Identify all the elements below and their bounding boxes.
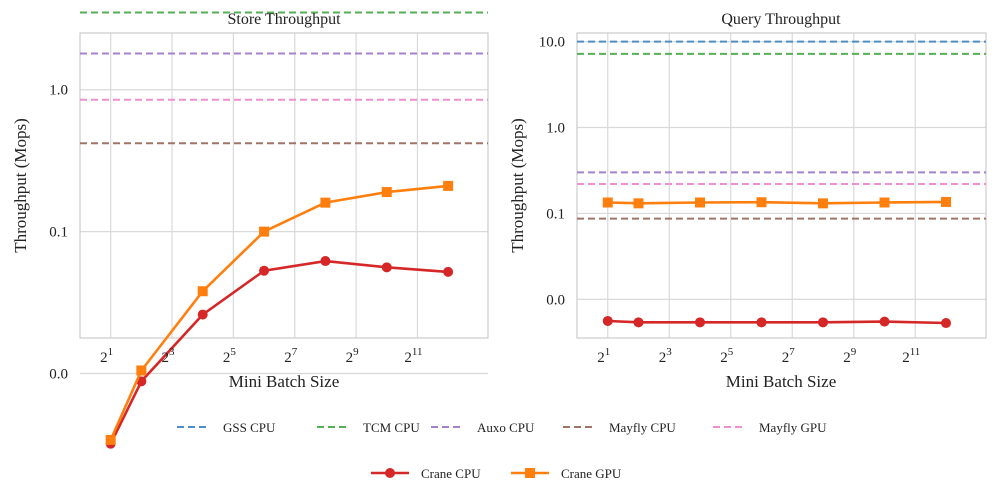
y-axis-label: Throughput (Mops) [508,118,527,253]
point-crane-cpu [756,317,767,328]
series-line-crane-gpu [607,200,947,205]
point-crane-gpu [136,365,147,376]
point-crane-gpu [443,180,454,191]
chart-title: Query Throughput [721,11,841,28]
x-tick-label: 23 [659,346,673,366]
point-crane-cpu [197,309,208,320]
point-crane-gpu [381,187,392,198]
point-crane-gpu [259,226,270,237]
series-line-crane-cpu [607,319,947,325]
legend-marker-crane-gpu [525,468,535,478]
legend-label-tcm-cpu: TCM CPU [363,420,420,435]
x-axis-label: Mini Batch Size [726,372,836,391]
x-tick-label: 29 [346,346,360,366]
legend-label-gss-cpu: GSS CPU [223,420,276,435]
y-tick-label: 0.1 [49,225,68,241]
y-tick-label: 10.0 [539,35,565,51]
point-crane-cpu [443,266,454,277]
plot-frame [79,32,489,339]
x-tick-label: 27 [782,346,796,366]
x-axis-label: Mini Batch Size [229,372,339,391]
series-line-crane-gpu [109,184,449,441]
plot-frame [576,32,987,339]
point-crane-cpu [633,317,644,328]
point-crane-gpu [105,434,116,445]
x-tick-label: 23 [162,346,176,366]
x-tick-label: 21 [597,346,610,366]
point-crane-cpu [879,316,890,327]
chart-title: Store Throughput [227,11,341,28]
x-tick-label: 29 [843,346,857,366]
y-axis-label: Throughput (Mops) [11,118,30,253]
point-crane-gpu [818,198,829,209]
point-crane-cpu [381,262,392,273]
point-crane-cpu [818,317,829,328]
legend-label-mayfly-cpu: Mayfly CPU [609,420,676,435]
y-tick-label: 1.0 [546,121,565,137]
point-crane-cpu [695,317,706,328]
point-crane-cpu [259,265,270,276]
x-tick-label: 25 [223,346,237,366]
point-crane-gpu [320,197,331,208]
legend-marker-crane-cpu [385,468,395,478]
x-tick-label: 27 [284,346,298,366]
legend-label-crane-cpu: Crane CPU [421,466,481,481]
x-tick-label: 211 [902,346,920,366]
point-crane-gpu [941,196,952,207]
legend-label-auxo-cpu: Auxo CPU [477,420,535,435]
point-crane-gpu [197,286,208,297]
legend-label-crane-gpu: Crane GPU [561,466,622,481]
legend: GSS CPU TCM CPU Auxo CPU Mayfly CPU Mayfly G… [177,420,827,481]
query-throughput-panel: 0.0 0.1 1.0 10.0 21 23 25 27 29 211 Query Throughp… [508,11,987,391]
x-tick-label: 21 [100,346,113,366]
point-crane-gpu [695,197,706,208]
point-crane-cpu [320,256,331,267]
point-crane-gpu [879,197,890,208]
point-crane-cpu [941,318,952,329]
point-crane-gpu [756,197,767,208]
x-tick-label: 25 [720,346,734,366]
y-tick-label: 0.1 [546,206,565,222]
point-crane-cpu [602,315,613,326]
point-crane-gpu [602,197,613,208]
x-tick-label: 211 [404,346,422,366]
y-tick-label: 0.0 [546,292,565,308]
legend-label-mayfly-gpu: Mayfly GPU [759,420,827,435]
point-crane-gpu [633,198,644,209]
y-tick-label: 1.0 [49,83,68,99]
y-tick-label: 0.0 [49,366,68,382]
